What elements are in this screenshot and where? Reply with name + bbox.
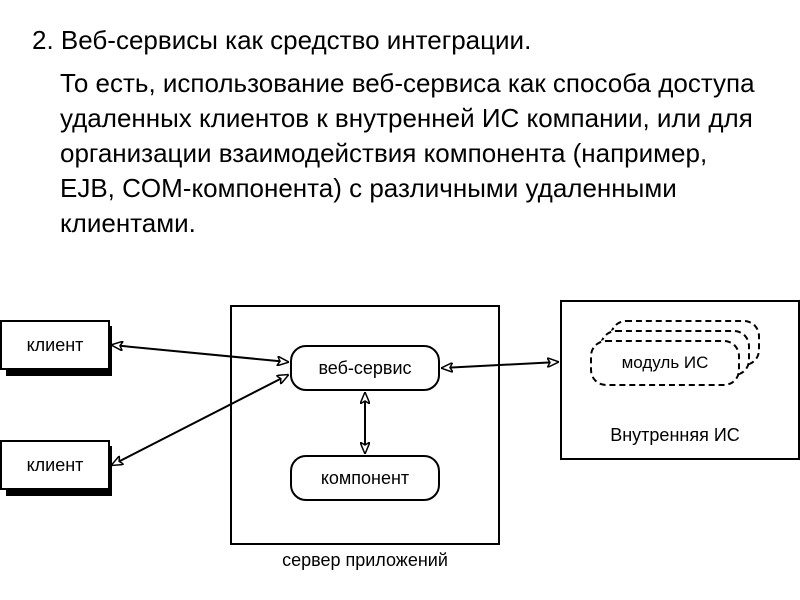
app-server-label: сервер приложений (230, 550, 500, 571)
slide-title: 2. Веб-сервисы как средство интеграции. (32, 24, 768, 58)
component-label: компонент (321, 468, 409, 489)
client-1-label: клиент (27, 455, 84, 476)
module-box: модуль ИС (590, 340, 740, 386)
slide: 2. Веб-сервисы как средство интеграции. … (0, 0, 800, 600)
slide-body: То есть, использование веб-сервиса как с… (32, 66, 768, 241)
client-0-label: клиент (27, 335, 84, 356)
web-service-box: веб-сервис (290, 345, 440, 391)
architecture-diagram: сервер приложений модуль ИС Внутренняя И… (0, 300, 800, 590)
client-1-box: клиент (0, 440, 110, 490)
component-box: компонент (290, 455, 440, 501)
web-service-label: веб-сервис (318, 358, 411, 379)
client-0-box: клиент (0, 320, 110, 370)
app-server-box (230, 305, 500, 545)
inner-is-label: Внутренняя ИС (560, 425, 790, 446)
module-label: модуль ИС (622, 353, 709, 373)
